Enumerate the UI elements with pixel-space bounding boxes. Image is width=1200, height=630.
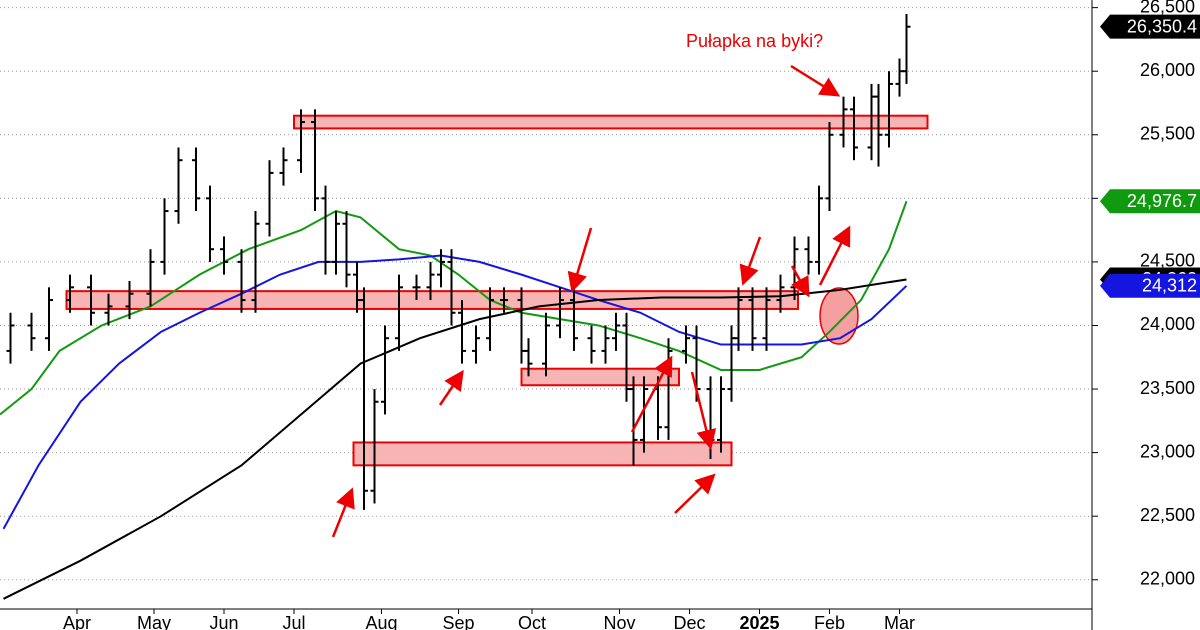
y-tick-label: 22,500 — [1140, 505, 1195, 525]
arrow — [818, 225, 851, 286]
price-label: 24,312 — [1142, 276, 1197, 296]
price-label-box — [1100, 189, 1200, 214]
highlight-ellipse — [819, 287, 859, 345]
price-label: 26,350.4 — [1127, 16, 1197, 36]
arrow — [567, 227, 593, 293]
arrow — [790, 265, 810, 298]
x-tick-label: Apr — [63, 613, 91, 630]
y-tick-label: 22,000 — [1140, 569, 1195, 589]
zone — [293, 114, 929, 130]
y-tick-label: 23,000 — [1140, 441, 1195, 461]
axis-labels: 22,00022,50023,00023,50024,00024,50025,0… — [63, 0, 1200, 630]
x-tick-label: Aug — [365, 613, 397, 630]
zone — [65, 290, 799, 310]
x-tick-label: Dec — [673, 613, 705, 630]
x-tick-label: 2025 — [739, 613, 779, 630]
y-tick-label: 23,500 — [1140, 378, 1195, 398]
y-tick-label: 26,000 — [1140, 60, 1195, 80]
x-tick-label: Jul — [282, 613, 305, 630]
price-label-box — [1100, 273, 1200, 298]
y-tick-label: 24,500 — [1140, 251, 1195, 271]
x-tick-label: Jun — [209, 613, 238, 630]
y-tick-label: 26,500 — [1140, 0, 1195, 16]
zone — [352, 441, 733, 467]
arrow — [790, 64, 841, 97]
moving-average — [0, 200, 908, 416]
x-tick-label: Sep — [442, 613, 474, 630]
x-tick-label: May — [137, 613, 171, 630]
arrow — [331, 487, 355, 538]
arrow — [438, 369, 464, 406]
zone — [520, 367, 680, 387]
x-tick-label: Feb — [814, 613, 845, 630]
arrow — [739, 236, 762, 286]
moving-average — [3, 278, 907, 600]
x-tick-label: Nov — [603, 613, 635, 630]
y-tick-label: 24,000 — [1140, 314, 1195, 334]
arrows — [331, 64, 851, 538]
arrow — [674, 473, 716, 514]
candles — [6, 13, 911, 510]
moving-averages — [0, 200, 908, 600]
arrow — [690, 371, 717, 450]
price-label-box — [1100, 14, 1200, 39]
price-label: 24,976.7 — [1127, 191, 1197, 211]
x-tick-label: Oct — [518, 613, 546, 630]
annotation: Pułapka na byki? — [686, 31, 823, 51]
x-tick-label: Mar — [884, 613, 915, 630]
arrow — [630, 355, 673, 433]
y-tick-label: 25,500 — [1140, 124, 1195, 144]
